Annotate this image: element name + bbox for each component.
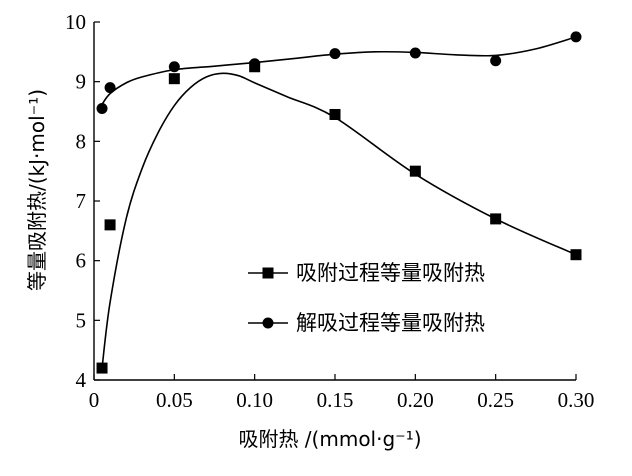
legend-marker-1 — [262, 267, 274, 279]
x-tick-label: 0.15 — [317, 388, 354, 412]
y-tick-label: 10 — [65, 10, 86, 34]
y-tick-label: 8 — [76, 129, 87, 153]
x-tick-label: 0.10 — [236, 388, 273, 412]
series-1-point — [168, 73, 180, 85]
series-2-point — [329, 48, 341, 60]
y-tick-label: 7 — [76, 189, 87, 213]
series-1-point — [409, 165, 421, 177]
series-2-point — [570, 31, 582, 43]
series-markers — [96, 31, 582, 374]
series-curves — [101, 36, 577, 369]
x-axis-title: 吸附热 /(mmol·g⁻¹) — [238, 427, 421, 451]
series-1-point — [96, 362, 108, 374]
series-2-line — [101, 36, 577, 105]
y-axis-title: 等量吸附热/(kJ·mol⁻¹) — [25, 89, 49, 291]
x-tick-label: 0.30 — [558, 388, 595, 412]
legend-marker-2 — [262, 317, 274, 329]
legend-label-2: 解吸过程等量吸附热 — [296, 311, 485, 335]
legend-label-1: 吸附过程等量吸附热 — [296, 261, 485, 285]
series-2-point — [96, 103, 108, 115]
series-2-point — [249, 58, 261, 70]
series-1-line — [101, 72, 577, 369]
series-1-point — [490, 213, 502, 225]
y-tick-label: 4 — [76, 368, 87, 392]
series-1-point — [570, 249, 582, 261]
x-tick-label: 0 — [89, 388, 100, 412]
series-2-point — [409, 47, 421, 59]
axes: 0 0.05 0.10 0.15 0.20 0.25 0.30 4 5 6 7 8 9 10 — [65, 10, 594, 412]
series-1-point — [329, 108, 341, 120]
series-2-point — [168, 61, 180, 73]
x-tick-label: 0.05 — [156, 388, 193, 412]
y-tick-label: 9 — [76, 70, 87, 94]
series-2-point — [490, 55, 502, 67]
y-tick-label: 6 — [76, 249, 87, 273]
x-tick-label: 0.25 — [477, 388, 514, 412]
series-2-point — [104, 82, 116, 94]
series-1-point — [104, 219, 116, 231]
y-tick-label: 5 — [76, 308, 87, 332]
x-tick-label: 0.20 — [397, 388, 434, 412]
